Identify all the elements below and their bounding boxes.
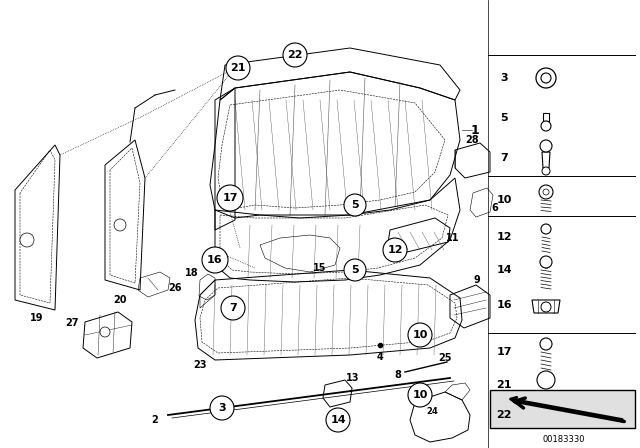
Text: 26: 26 [168,283,182,293]
Text: 3: 3 [500,73,508,83]
Text: 21: 21 [496,380,512,390]
Text: 12: 12 [387,245,403,255]
Text: 10: 10 [412,330,428,340]
Circle shape [543,189,549,195]
Circle shape [541,121,551,131]
Text: 11: 11 [446,233,460,243]
Circle shape [541,224,551,234]
Text: 10: 10 [496,195,512,205]
Text: 12: 12 [496,232,512,242]
Text: 22: 22 [496,410,512,420]
Text: 17: 17 [496,347,512,357]
Text: 4: 4 [376,352,383,362]
Circle shape [408,383,432,407]
Circle shape [283,43,307,67]
Text: 1: 1 [470,124,479,137]
Text: 17: 17 [222,193,237,203]
Text: 3: 3 [218,403,226,413]
Text: 7: 7 [229,303,237,313]
Text: 18: 18 [185,268,199,278]
Circle shape [539,185,553,199]
Polygon shape [490,390,635,428]
Text: 2: 2 [152,415,158,425]
Text: 24: 24 [426,408,438,417]
Text: 00183330: 00183330 [543,435,585,444]
Text: 28: 28 [465,135,479,145]
Circle shape [383,238,407,262]
Text: 10: 10 [412,390,428,400]
Text: 14: 14 [496,265,512,275]
Circle shape [226,56,250,80]
Text: 9: 9 [474,275,481,285]
Circle shape [202,247,228,273]
Circle shape [100,327,110,337]
Text: 21: 21 [230,63,246,73]
Text: 6: 6 [492,203,499,213]
Text: 16: 16 [207,255,223,265]
Text: 16: 16 [496,300,512,310]
Text: 8: 8 [395,370,401,380]
Circle shape [408,323,432,347]
Circle shape [540,338,552,350]
Text: 7: 7 [500,153,508,163]
Text: 5: 5 [500,113,508,123]
Text: 27: 27 [65,318,79,328]
Circle shape [217,185,243,211]
Text: 14: 14 [330,415,346,425]
Circle shape [20,233,34,247]
Text: 5: 5 [351,200,359,210]
Circle shape [542,167,550,175]
Circle shape [344,194,366,216]
Text: 5: 5 [351,265,359,275]
Text: 22: 22 [287,50,303,60]
Circle shape [541,73,551,83]
Circle shape [540,256,552,268]
Circle shape [210,396,234,420]
Circle shape [344,259,366,281]
Circle shape [537,371,555,389]
Circle shape [326,408,350,432]
Circle shape [540,140,552,152]
Circle shape [114,219,126,231]
Circle shape [541,302,551,312]
Text: 13: 13 [346,373,360,383]
Text: 23: 23 [193,360,207,370]
Text: 15: 15 [313,263,327,273]
Circle shape [536,68,556,88]
Text: 25: 25 [438,353,452,363]
Circle shape [221,296,245,320]
Text: 20: 20 [113,295,127,305]
Text: 19: 19 [30,313,44,323]
